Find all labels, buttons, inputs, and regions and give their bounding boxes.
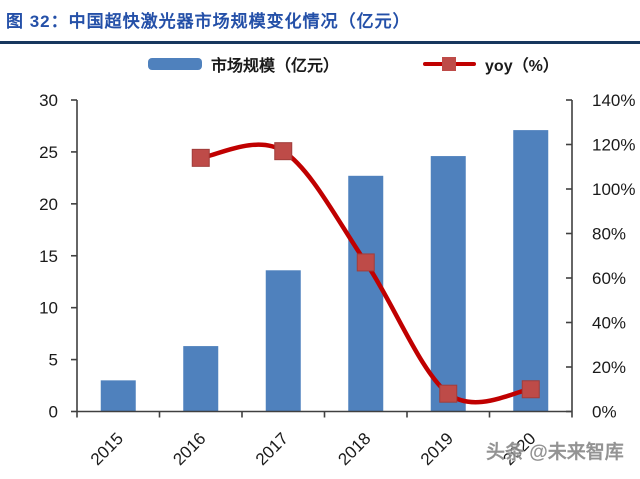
right-axis-tick-label: 120% [592,136,635,155]
legend-item-yoy: yoy（%） [423,52,559,76]
bar-series-swatch [148,58,202,70]
left-axis-tick-label: 30 [39,91,58,110]
legend-item-market-size: 市场规模（亿元） [148,52,339,76]
left-axis-tick-label: 15 [39,247,58,266]
yoy-marker [439,384,458,403]
x-axis-category-label: 2019 [417,429,457,469]
left-axis-tick-label: 10 [39,299,58,318]
axes [71,99,573,418]
yoy-marker [274,142,293,161]
yoy-marker [356,253,375,272]
right-axis-tick-label: 140% [592,91,635,110]
line-series-swatch [423,57,477,71]
yoy-marker [191,148,210,167]
x-axis-category-label: 2017 [252,429,292,469]
legend-label-yoy: yoy（%） [485,58,559,75]
right-axis-tick-label: 0% [592,403,617,422]
yoy-line-series [191,142,540,405]
yoy-marker [521,380,540,399]
left-axis-tick-label: 5 [49,351,58,370]
title-divider [0,41,640,44]
line-marker-swatch [442,57,457,71]
watermark: 头条 @未来智库 [486,442,624,463]
legend-label-market-size: 市场规模（亿元） [211,58,340,75]
x-axis-category-label: 2018 [334,429,374,469]
right-axis-tick-label: 100% [592,180,635,199]
figure-title: 图 32：中国超快激光器市场规模变化情况（亿元） [6,12,411,31]
left-axis-tick-label: 0 [49,403,58,422]
right-axis-tick-label: 60% [592,269,626,288]
x-axis-category-label: 2016 [169,429,209,469]
right-axis-tick-label: 80% [592,225,626,244]
x-axis-category-label: 2015 [87,429,127,469]
chart-legend: 市场规模（亿元） yoy（%） [148,52,559,76]
left-axis-tick-label: 20 [39,195,58,214]
right-axis-tick-label: 40% [592,314,626,333]
bar-series [100,130,549,412]
right-axis-tick-label: 20% [592,358,626,377]
left-axis-tick-label: 25 [39,143,58,162]
